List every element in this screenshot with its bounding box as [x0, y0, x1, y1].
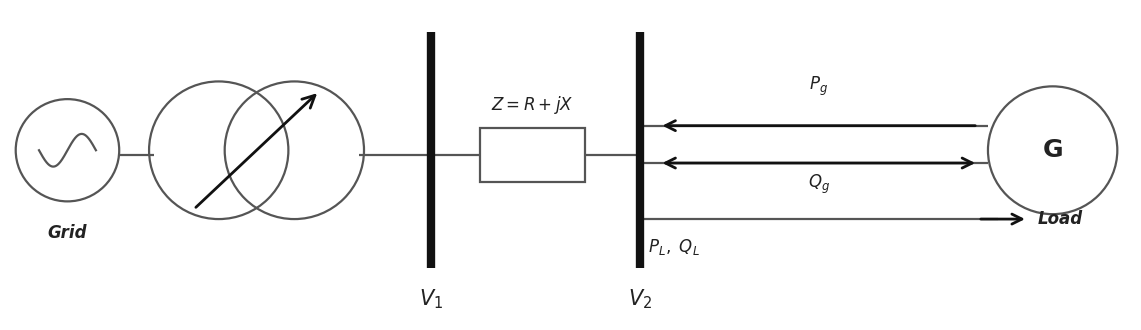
- Text: $Z = R+jX$: $Z = R+jX$: [492, 94, 574, 116]
- Text: Grid: Grid: [48, 224, 87, 242]
- Text: $Q_g$: $Q_g$: [808, 173, 830, 196]
- Text: $P_L,\ Q_L$: $P_L,\ Q_L$: [648, 237, 699, 257]
- Text: $P_g$: $P_g$: [809, 75, 828, 98]
- Text: $V_1$: $V_1$: [419, 288, 443, 312]
- Text: G: G: [1043, 138, 1063, 162]
- Text: Load: Load: [1037, 210, 1083, 228]
- Bar: [480, 128, 585, 182]
- Circle shape: [988, 86, 1117, 214]
- Text: $V_2$: $V_2$: [628, 288, 652, 312]
